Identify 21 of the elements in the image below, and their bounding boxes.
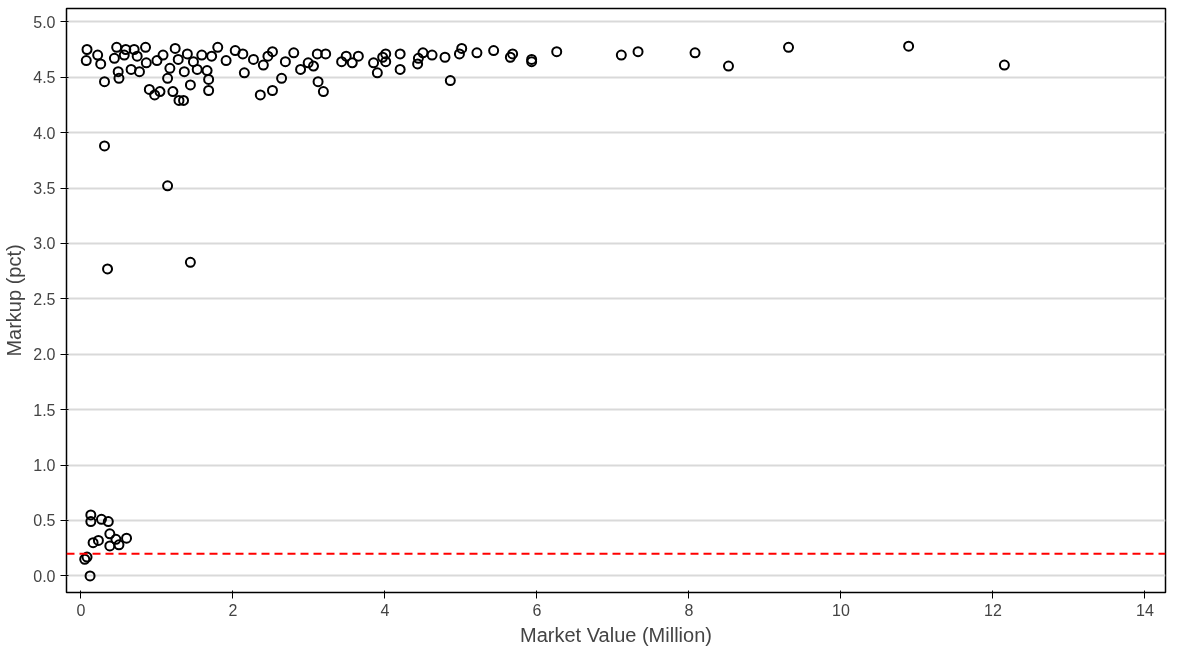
y-tick-label: 4.0 — [33, 124, 56, 142]
y-tick-label: 2.5 — [33, 290, 56, 308]
x-tick-label: 4 — [380, 601, 390, 619]
x-tick-label: 2 — [228, 601, 238, 619]
y-tick-label: 4.5 — [33, 69, 56, 87]
y-tick-label: 1.5 — [33, 401, 56, 419]
x-tick-label: 0 — [76, 601, 86, 619]
x-axis-title: Market Value (Million) — [520, 623, 712, 646]
y-axis-title: Markup (pct) — [3, 244, 26, 357]
y-tick-label: 1.0 — [33, 457, 56, 475]
y-tick-label: 3.0 — [33, 235, 56, 253]
y-tick-label: 0.0 — [33, 567, 56, 585]
x-tick-label: 6 — [532, 601, 542, 619]
x-tick-label: 14 — [1136, 601, 1154, 619]
x-tick-label: 10 — [832, 601, 850, 619]
x-tick-label: 8 — [684, 601, 694, 619]
y-tick-label: 5.0 — [33, 13, 56, 31]
y-tick-label: 2.0 — [33, 346, 56, 364]
y-tick-label: 0.5 — [33, 512, 56, 530]
y-tick-label: 3.5 — [33, 180, 56, 198]
x-tick-label: 12 — [984, 601, 1002, 619]
